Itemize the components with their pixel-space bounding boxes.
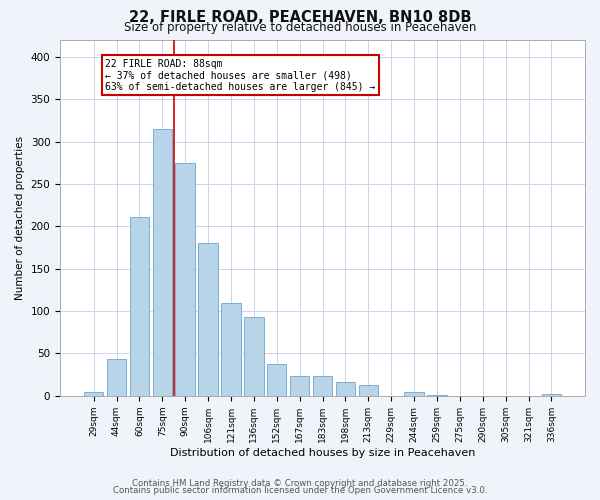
Text: Size of property relative to detached houses in Peacehaven: Size of property relative to detached ho… (124, 21, 476, 34)
Bar (542, 394, 561, 396)
Bar (221, 302, 241, 396)
Bar (130, 217, 149, 396)
Text: Contains HM Land Registry data © Crown copyright and database right 2025.: Contains HM Land Registry data © Crown c… (132, 478, 468, 488)
Bar (84, 392, 103, 396)
Bar (313, 376, 332, 396)
Bar (152, 129, 172, 396)
Bar (335, 382, 355, 396)
Bar (267, 364, 286, 396)
Text: 22, FIRLE ROAD, PEACEHAVEN, BN10 8DB: 22, FIRLE ROAD, PEACEHAVEN, BN10 8DB (129, 10, 471, 25)
Bar (244, 317, 263, 396)
Bar (359, 385, 378, 396)
Bar (404, 392, 424, 396)
Text: 22 FIRLE ROAD: 88sqm
← 37% of detached houses are smaller (498)
63% of semi-deta: 22 FIRLE ROAD: 88sqm ← 37% of detached h… (105, 58, 376, 92)
Text: Contains public sector information licensed under the Open Government Licence v3: Contains public sector information licen… (113, 486, 487, 495)
Bar (427, 395, 446, 396)
Bar (290, 376, 310, 396)
Bar (175, 163, 195, 396)
Bar (107, 360, 126, 396)
X-axis label: Distribution of detached houses by size in Peacehaven: Distribution of detached houses by size … (170, 448, 475, 458)
Bar (199, 244, 218, 396)
Y-axis label: Number of detached properties: Number of detached properties (15, 136, 25, 300)
